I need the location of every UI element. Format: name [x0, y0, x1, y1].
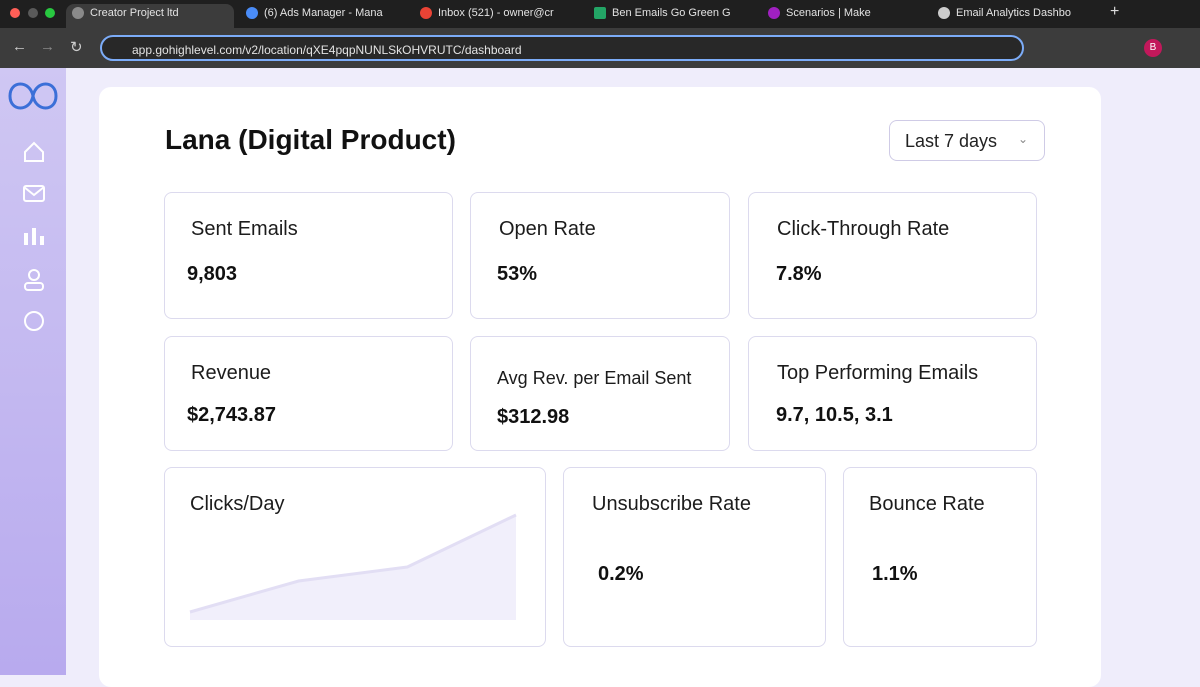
- metric-label: Unsubscribe Rate: [592, 493, 751, 515]
- metric-label: Avg Rev. per Email Sent: [497, 368, 692, 388]
- metric-value: 9,803: [187, 263, 238, 285]
- metric-card: Avg Rev. per Email Sent $312.98: [470, 336, 730, 451]
- tab-title: Scenarios | Make: [786, 7, 871, 19]
- new-tab[interactable]: +: [1110, 3, 1120, 20]
- sidebar: [0, 68, 66, 675]
- tab-title: (6) Ads Manager - Mana: [264, 7, 383, 19]
- mail-icon[interactable]: [23, 185, 45, 202]
- logo: [8, 82, 58, 110]
- tab[interactable]: Creator Project ltd: [66, 4, 234, 28]
- sidebar-icons: [8, 82, 58, 331]
- address-bar[interactable]: app.gohighlevel.com/v2/location/qXE4pqpN…: [100, 35, 1024, 61]
- metric-value: 1.1%: [872, 563, 918, 585]
- metric-value: 9.7, 10.5, 3.1: [776, 404, 893, 426]
- tab-title: Ben Emails Go Green G: [612, 7, 731, 19]
- tab-strip: Creator Project ltd (6) Ads Manager - Ma…: [0, 0, 1200, 28]
- tab-title: Inbox (521) - owner@cr: [438, 7, 554, 19]
- metric-value: 0.2%: [598, 563, 644, 585]
- metric-label: Bounce Rate: [869, 493, 985, 515]
- metric-value: $2,743.87: [187, 404, 276, 426]
- tab[interactable]: Scenarios | Make: [762, 4, 922, 28]
- tab[interactable]: Email Analytics Dashbo: [932, 4, 1092, 28]
- profile[interactable]: B: [1144, 39, 1162, 57]
- metric-value: 53%: [497, 263, 538, 285]
- metric-card: Click-Through Rate 7.8%: [748, 192, 1037, 319]
- chart-title: Clicks/Day: [190, 493, 285, 515]
- metric-card: Open Rate 53%: [470, 192, 730, 319]
- metric-label: Top Performing Emails: [777, 362, 979, 384]
- tab-title: Creator Project ltd: [90, 7, 179, 19]
- metric-label: Sent Emails: [191, 218, 298, 240]
- tab[interactable]: Inbox (521) - owner@cr: [414, 4, 574, 28]
- reload[interactable]: ↻: [70, 39, 83, 56]
- metric-label: Click-Through Rate: [777, 218, 950, 240]
- metric-card: Unsubscribe Rate 0.2%: [563, 467, 826, 647]
- metric-label: Open Rate: [499, 218, 596, 240]
- chart-card: Clicks/Day: [164, 467, 546, 647]
- home-icon[interactable]: [24, 141, 44, 162]
- metric-card: Bounce Rate 1.1%: [843, 467, 1037, 647]
- tab[interactable]: (6) Ads Manager - Mana: [240, 4, 400, 28]
- compass-icon[interactable]: [24, 311, 44, 331]
- metric-card: Revenue $2,743.87: [164, 336, 453, 451]
- metric-label: Revenue: [191, 362, 272, 384]
- date-dropdown[interactable]: Last 7 days ⌄: [889, 120, 1045, 161]
- metric-card: Sent Emails 9,803: [164, 192, 453, 319]
- url: app.gohighlevel.com/v2/location/qXE4pqpN…: [132, 43, 522, 57]
- metric-card: Top Performing Emails 9.7, 10.5, 3.1: [748, 336, 1037, 451]
- stats-icon[interactable]: [24, 228, 44, 245]
- back[interactable]: ←: [12, 38, 27, 55]
- metric-value: $312.98: [497, 406, 570, 428]
- forward[interactable]: →: [40, 38, 55, 55]
- tab-title: Email Analytics Dashbo: [956, 7, 1071, 19]
- dashboard-title: Lana (Digital Product): [165, 124, 456, 155]
- user-icon[interactable]: [28, 269, 40, 281]
- date-range: Last 7 days: [905, 131, 998, 151]
- metric-value: 7.8%: [776, 263, 822, 285]
- tab[interactable]: Ben Emails Go Green G: [588, 4, 748, 28]
